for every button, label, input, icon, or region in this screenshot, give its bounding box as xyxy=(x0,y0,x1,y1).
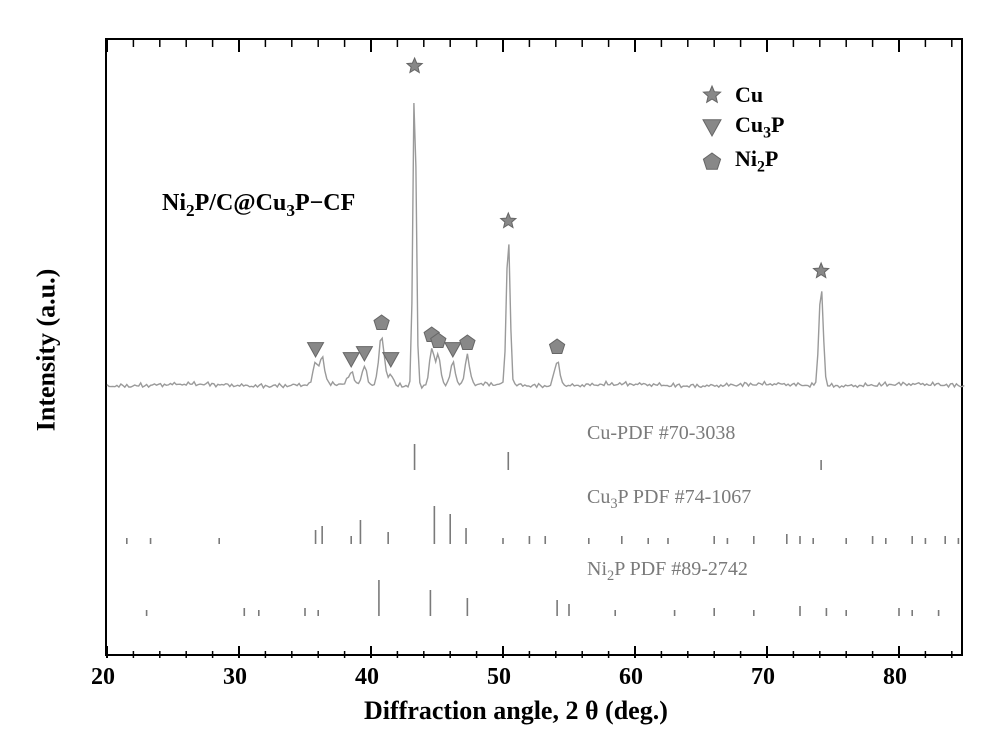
xrd-chart: Ni2P/C@Cu3P−CF Cu Cu3P Ni2P Cu-PDF #70-303… xyxy=(20,20,980,729)
tri-icon xyxy=(697,116,727,138)
legend-item: Ni2P xyxy=(697,146,785,176)
reference-label: Cu-PDF #70-3038 xyxy=(587,422,735,445)
legend-item: Cu xyxy=(697,82,785,108)
x-tick-label: 30 xyxy=(223,664,247,691)
y-axis-label: Intensity (a.u.) xyxy=(31,269,61,432)
x-tick-label: 40 xyxy=(355,664,379,691)
x-tick-label: 20 xyxy=(91,664,115,691)
reference-label: Ni2P PDF #89-2742 xyxy=(587,558,748,585)
x-tick-label: 60 xyxy=(619,664,643,691)
x-tick-label: 80 xyxy=(883,664,907,691)
x-axis-label: Diffraction angle, 2 θ (deg.) xyxy=(364,696,668,726)
plot-area: Ni2P/C@Cu3P−CF Cu Cu3P Ni2P Cu-PDF #70-303… xyxy=(105,38,963,656)
pent-icon xyxy=(697,151,727,173)
reference-label: Cu3P PDF #74-1067 xyxy=(587,486,751,513)
sample-label: Ni2P/C@Cu3P−CF xyxy=(162,190,355,221)
legend-label: Cu xyxy=(735,82,763,108)
legend-label: Cu3P xyxy=(735,112,785,142)
plot-svg xyxy=(107,40,965,658)
x-tick-label: 50 xyxy=(487,664,511,691)
legend: Cu Cu3P Ni2P xyxy=(697,82,785,181)
x-tick-label: 70 xyxy=(751,664,775,691)
star-icon xyxy=(697,84,727,106)
legend-item: Cu3P xyxy=(697,112,785,142)
legend-label: Ni2P xyxy=(735,146,778,176)
